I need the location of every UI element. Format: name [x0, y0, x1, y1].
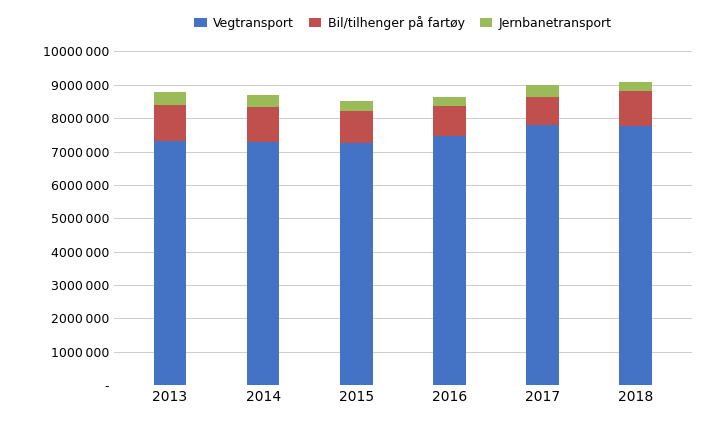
- Bar: [433, 106, 466, 137]
- Bar: [340, 101, 373, 111]
- Bar: [433, 97, 466, 106]
- Bar: [620, 92, 652, 127]
- Bar: [526, 85, 559, 98]
- Bar: [247, 107, 279, 142]
- Bar: [154, 92, 186, 105]
- Bar: [340, 111, 373, 143]
- Bar: [620, 127, 652, 385]
- Bar: [620, 82, 652, 92]
- Bar: [433, 137, 466, 385]
- Bar: [526, 98, 559, 125]
- Bar: [154, 105, 186, 142]
- Legend: Vegtransport, Bil/tilhenger på fartøy, Jernbanetransport: Vegtransport, Bil/tilhenger på fartøy, J…: [189, 11, 617, 35]
- Bar: [526, 125, 559, 385]
- Bar: [247, 95, 279, 107]
- Bar: [154, 142, 186, 385]
- Bar: [247, 142, 279, 385]
- Bar: [340, 143, 373, 385]
